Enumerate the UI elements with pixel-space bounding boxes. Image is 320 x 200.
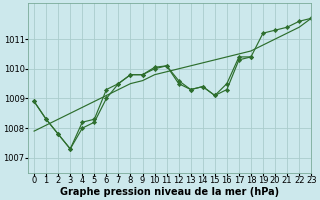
X-axis label: Graphe pression niveau de la mer (hPa): Graphe pression niveau de la mer (hPa): [60, 187, 279, 197]
